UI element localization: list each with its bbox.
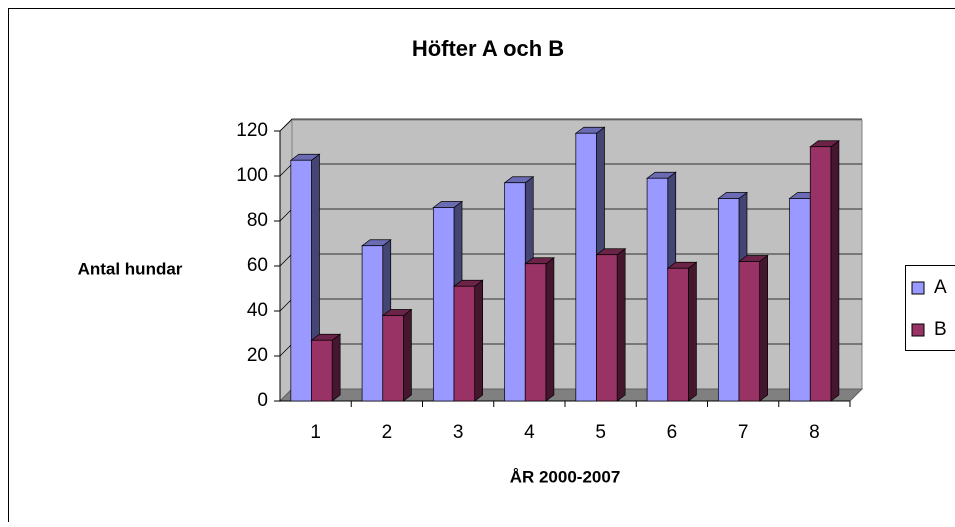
bar [810,147,831,401]
bar [433,208,454,402]
bar [454,286,475,401]
bar-side [760,256,768,402]
x-tick-label: 5 [595,422,606,443]
x-axis-label: ÅR 2000-2007 [510,467,621,486]
legend-label: A [934,277,947,298]
x-tick-label: 3 [453,422,464,443]
y-tick-label: 20 [247,345,268,366]
y-tick-label: 100 [236,165,268,186]
x-tick-label: 7 [738,422,749,443]
y-tick-label: 120 [236,120,268,141]
x-tick-label: 6 [667,422,678,443]
bar [668,268,689,401]
chart-title: Höfter A och B [412,36,564,61]
legend-box [906,266,955,351]
legend-label: B [934,319,947,340]
bar [718,199,739,402]
bar [311,340,332,401]
bar [525,264,546,401]
x-tick-label: 4 [524,422,535,443]
bar-side [403,310,411,402]
bar-side [546,258,554,401]
bar [362,246,383,401]
bar-side [332,334,340,401]
y-tick-label: 80 [247,210,268,231]
bar-side [688,262,696,401]
y-axis-label: Antal hundar [78,259,183,278]
bar [291,160,312,401]
bar [383,316,404,402]
y-tick-label: 0 [257,390,268,411]
legend-swatch [912,282,924,294]
legend [906,266,955,351]
bar [576,133,597,401]
y-tick-label: 40 [247,300,268,321]
bar [596,255,617,401]
bar-side [475,280,483,401]
bar [505,183,526,401]
x-tick-label: 2 [382,422,393,443]
bar-side [617,249,625,401]
bar [647,178,668,401]
x-tick-label: 8 [809,422,820,443]
y-tick-label: 60 [247,255,268,276]
bar [790,199,811,402]
bar [739,262,760,402]
legend-swatch [912,324,924,336]
bar-side [831,141,839,401]
x-tick-label: 1 [310,422,321,443]
